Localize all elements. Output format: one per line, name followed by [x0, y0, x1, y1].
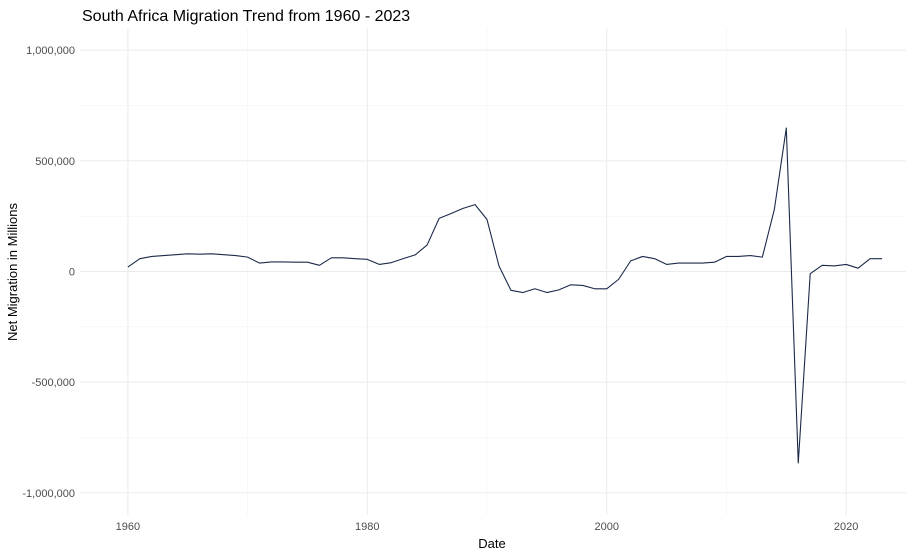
y-axis-title: Net Migration in Millions [5, 203, 20, 341]
x-axis-ticks: 1960 1980 2000 2020 [116, 521, 859, 533]
y-tick-label: -1,000,000 [22, 488, 75, 500]
y-axis-ticks: -1,000,000 -500,000 0 500,000 1,000,000 [22, 45, 75, 500]
x-tick-label: 2020 [834, 521, 858, 533]
chart-title: South Africa Migration Trend from 1960 -… [82, 8, 410, 25]
y-tick-label: 1,000,000 [26, 45, 75, 57]
major-gridlines [80, 28, 906, 515]
y-tick-label: 500,000 [35, 156, 75, 168]
x-tick-label: 2000 [594, 521, 618, 533]
x-tick-label: 1980 [355, 521, 379, 533]
x-tick-label: 1960 [116, 521, 140, 533]
y-tick-label: 0 [69, 267, 75, 279]
y-tick-label: -500,000 [32, 377, 75, 389]
migration-series-line [127, 127, 883, 464]
minor-gridlines [80, 28, 906, 515]
x-axis-title: Date [478, 536, 505, 551]
